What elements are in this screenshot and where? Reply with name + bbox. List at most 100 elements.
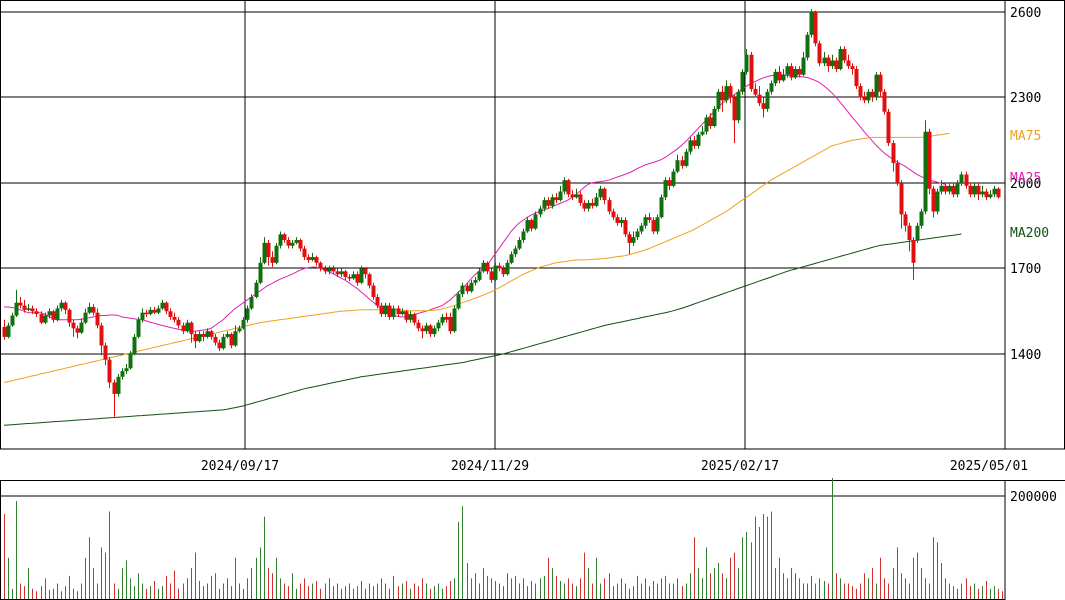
candle-body-108	[440, 316, 445, 323]
candle-98	[400, 308, 405, 316]
candle-body-60	[245, 308, 250, 320]
candle-body-143	[582, 202, 587, 209]
candle-233	[947, 183, 952, 195]
candle-body-232	[943, 185, 948, 192]
candle-body-8	[34, 311, 39, 315]
candle-body-6	[26, 308, 31, 310]
candle-body-124	[505, 262, 510, 275]
candle-57	[233, 325, 238, 347]
candle-body-166	[675, 160, 680, 172]
candle-53	[217, 339, 222, 352]
candle-body-20	[83, 312, 88, 323]
candle-body-204	[830, 60, 835, 67]
candle-body-56	[229, 334, 234, 346]
candle-85	[347, 274, 352, 282]
candle-91	[371, 282, 376, 300]
candle-128	[521, 228, 526, 243]
candle-body-18	[75, 328, 80, 333]
candle-192	[781, 69, 786, 82]
price-tick-1700: 1700	[1010, 262, 1041, 277]
candle-72	[294, 237, 299, 245]
candle-119	[485, 261, 490, 275]
candle-body-75	[306, 257, 311, 260]
candle-110	[448, 312, 453, 335]
candle-64	[262, 237, 267, 265]
candle-body-223	[907, 225, 912, 240]
candle-body-162	[659, 197, 664, 218]
candle-body-163	[663, 180, 668, 198]
candle-body-165	[671, 171, 676, 186]
candle-body-65	[266, 242, 271, 258]
candle-body-221	[899, 183, 904, 215]
candle-body-156	[635, 231, 640, 238]
candle-171	[696, 131, 701, 149]
candle-59	[241, 316, 246, 330]
candle-body-231	[939, 185, 944, 192]
candle-body-53	[217, 342, 222, 349]
price-tick-2300: 2300	[1010, 91, 1041, 106]
candle-body-141	[574, 194, 579, 198]
candle-body-117	[477, 271, 482, 280]
candle-126	[513, 245, 518, 258]
candle-175	[712, 106, 717, 128]
candle-body-145	[590, 202, 595, 206]
candle-103	[420, 325, 425, 339]
candle-body-190	[773, 71, 778, 84]
candle-body-226	[919, 211, 924, 226]
candle-body-54	[221, 336, 226, 349]
candle-176	[716, 88, 721, 112]
candle-212	[862, 91, 867, 104]
candle-63	[258, 257, 263, 285]
candle-body-51	[209, 331, 214, 337]
candle-60	[245, 305, 250, 323]
candle-225	[915, 222, 920, 243]
candle-body-224	[911, 240, 916, 263]
candle-body-58	[237, 328, 242, 332]
candle-75	[306, 254, 311, 263]
candle-body-27	[112, 382, 117, 394]
candle-body-32	[132, 336, 137, 354]
candle-body-139	[566, 180, 571, 195]
candle-body-2	[10, 315, 15, 326]
candle-77	[314, 255, 319, 266]
candle-body-55	[225, 334, 230, 337]
candle-body-98	[400, 311, 405, 315]
candle-body-129	[525, 220, 530, 232]
candle-153	[623, 217, 628, 238]
candle-body-150	[611, 211, 616, 218]
candle-body-200	[813, 12, 818, 44]
candle-body-107	[436, 322, 441, 329]
candle-body-187	[761, 103, 766, 109]
candle-body-136	[554, 197, 559, 201]
candle-146	[594, 192, 599, 208]
candle-body-151	[615, 217, 620, 223]
candle-body-198	[805, 34, 810, 58]
candle-body-215	[874, 74, 879, 98]
candle-20	[83, 308, 88, 325]
candle-body-74	[302, 248, 307, 258]
candle-108	[440, 314, 445, 326]
candle-129	[525, 217, 530, 233]
candle-body-66	[270, 257, 275, 263]
candle-19	[79, 318, 84, 335]
candle-body-130	[529, 220, 534, 229]
candle-body-37	[152, 309, 157, 313]
candle-11	[47, 308, 52, 319]
candle-body-212	[862, 97, 867, 101]
candle-245	[996, 187, 1001, 199]
candle-body-218	[886, 111, 891, 144]
candle-38	[156, 305, 161, 315]
candle-16	[67, 308, 72, 327]
candle-229	[931, 185, 936, 218]
candle-42	[172, 312, 177, 323]
candle-body-0	[2, 326, 7, 337]
candle-body-44	[181, 325, 186, 332]
candle-body-128	[521, 231, 526, 240]
candle-206	[838, 46, 843, 71]
candle-140	[570, 190, 575, 201]
candle-4	[18, 297, 23, 309]
candle-45	[185, 319, 190, 333]
candle-99	[404, 309, 409, 323]
candle-143	[582, 200, 587, 212]
